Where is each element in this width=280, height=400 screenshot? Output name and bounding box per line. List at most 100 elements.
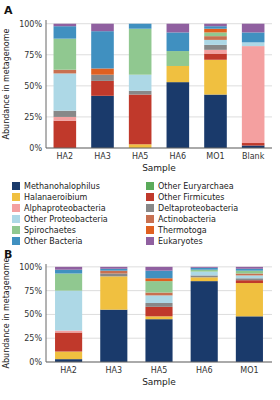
y-tick-label: 100%: [19, 20, 42, 29]
x-tick-label: HA6: [170, 152, 187, 161]
bar-segment: [242, 46, 265, 143]
grid-line: [46, 54, 272, 55]
legend-swatch: [146, 204, 154, 212]
y-tick-label: 0%: [29, 358, 42, 367]
bar-segment: [204, 32, 227, 36]
x-axis: [46, 362, 272, 363]
bar-segment: [242, 32, 265, 42]
bar-segment: [100, 310, 127, 362]
panel: 0%25%50%75%100%HA2HA3HA5HA6MO1SampleAbun…: [2, 248, 272, 387]
bar-segment: [100, 267, 127, 269]
grid-line: [46, 148, 272, 149]
bar-segment: [145, 293, 172, 296]
bar-segment: [91, 96, 114, 148]
bar-segment: [204, 60, 227, 95]
legend-label: Thermotoga: [157, 226, 207, 235]
bar-segment: [91, 31, 114, 68]
bar-segment: [129, 29, 152, 75]
grid-line: [46, 116, 272, 117]
bar-segment: [204, 50, 227, 54]
bar-segment: [145, 267, 172, 271]
legend-label: Spirochaetes: [24, 226, 76, 235]
bar-segment: [167, 82, 190, 148]
legend-label: Other Euryarchaea: [158, 182, 234, 191]
legend-swatch: [12, 237, 20, 245]
bar-segment: [129, 95, 152, 145]
bar-segment: [236, 271, 263, 274]
y-tick-label: 75%: [24, 51, 42, 60]
y-tick-label: 75%: [24, 287, 42, 296]
legend-swatch: [146, 237, 154, 245]
bar-segment: [100, 276, 127, 309]
bar-segment: [54, 117, 77, 121]
bar-segment: [204, 95, 227, 148]
x-tick-label: HA5: [132, 152, 149, 161]
y-tick-label: 25%: [24, 113, 42, 122]
grid-line: [46, 23, 272, 24]
x-tick-label: MO1: [206, 152, 224, 161]
bar-segment: [55, 352, 82, 360]
bar-segment: [91, 75, 114, 81]
bar-segment: [54, 73, 77, 110]
y-tick-label: 50%: [24, 310, 42, 319]
legend-swatch: [12, 226, 20, 234]
bar-segment: [91, 68, 114, 74]
y-axis-label: Abundance in metagenome: [2, 257, 11, 368]
legend-swatch: [12, 204, 20, 212]
bar-segment: [236, 280, 263, 283]
bar-segment: [54, 121, 77, 148]
y-tick-label: 50%: [24, 82, 42, 91]
legend-label: Other Proteobacteria: [24, 215, 108, 224]
bar-segment: [55, 291, 82, 331]
bar-segment: [100, 269, 127, 271]
bar-segment: [145, 316, 172, 319]
legend-label: Alphaproteobacteria: [24, 204, 106, 213]
bar-segment: [145, 307, 172, 317]
bars: [55, 267, 263, 362]
bars: [54, 24, 265, 148]
legend-swatch: [12, 182, 20, 190]
bar-segment: [129, 75, 152, 91]
legend: MethanohalophilusOther EuryarchaeaHalana…: [12, 182, 238, 246]
x-tick-label: HA6: [196, 366, 213, 375]
x-tick-label: MO1: [240, 366, 258, 375]
bar-segment: [167, 32, 190, 51]
x-tick-label: HA3: [94, 152, 111, 161]
panel-title: B: [4, 248, 12, 261]
bar-segment: [242, 42, 265, 46]
chart: 0% 25% 50% 75% 100% HA2 HA3 HA5 HA6 MO1 Blank Sampl…: [0, 0, 280, 400]
x-tick-label: HA2: [60, 366, 77, 375]
bar-segment: [145, 319, 172, 362]
bar-segment: [191, 270, 218, 272]
bar-segment: [204, 54, 227, 60]
bar-segment: [129, 23, 152, 24]
bar-segment: [191, 277, 218, 281]
bar-segment: [129, 144, 152, 148]
bar-segment: [236, 274, 263, 276]
bar-segment: [100, 271, 127, 274]
bar-segment: [167, 66, 190, 82]
legend-swatch: [146, 193, 154, 201]
bar-segment: [191, 268, 218, 270]
panel-title: A: [4, 4, 13, 17]
legend-label: Eukaryotes: [158, 237, 203, 246]
bar-segment: [204, 36, 227, 40]
grid-line: [46, 362, 272, 363]
bar-segment: [191, 281, 218, 362]
y-tick-label: 25%: [24, 334, 42, 343]
bar-segment: [236, 275, 263, 278]
y-axis: [46, 20, 47, 148]
bar-segment: [145, 281, 172, 292]
bar-segment: [204, 29, 227, 33]
bar-segment: [236, 269, 263, 271]
legend-swatch: [12, 215, 20, 223]
y-tick-label: 0%: [29, 144, 42, 153]
legend-label: Methanohalophilus: [24, 182, 100, 191]
bar-segment: [54, 111, 77, 117]
bar-segment: [55, 333, 82, 352]
x-tick-label: Blank: [242, 152, 265, 161]
bar-segment: [54, 26, 77, 38]
x-axis-label: Sample: [142, 163, 176, 173]
bar-segment: [145, 278, 172, 281]
bar-segment: [204, 26, 227, 28]
